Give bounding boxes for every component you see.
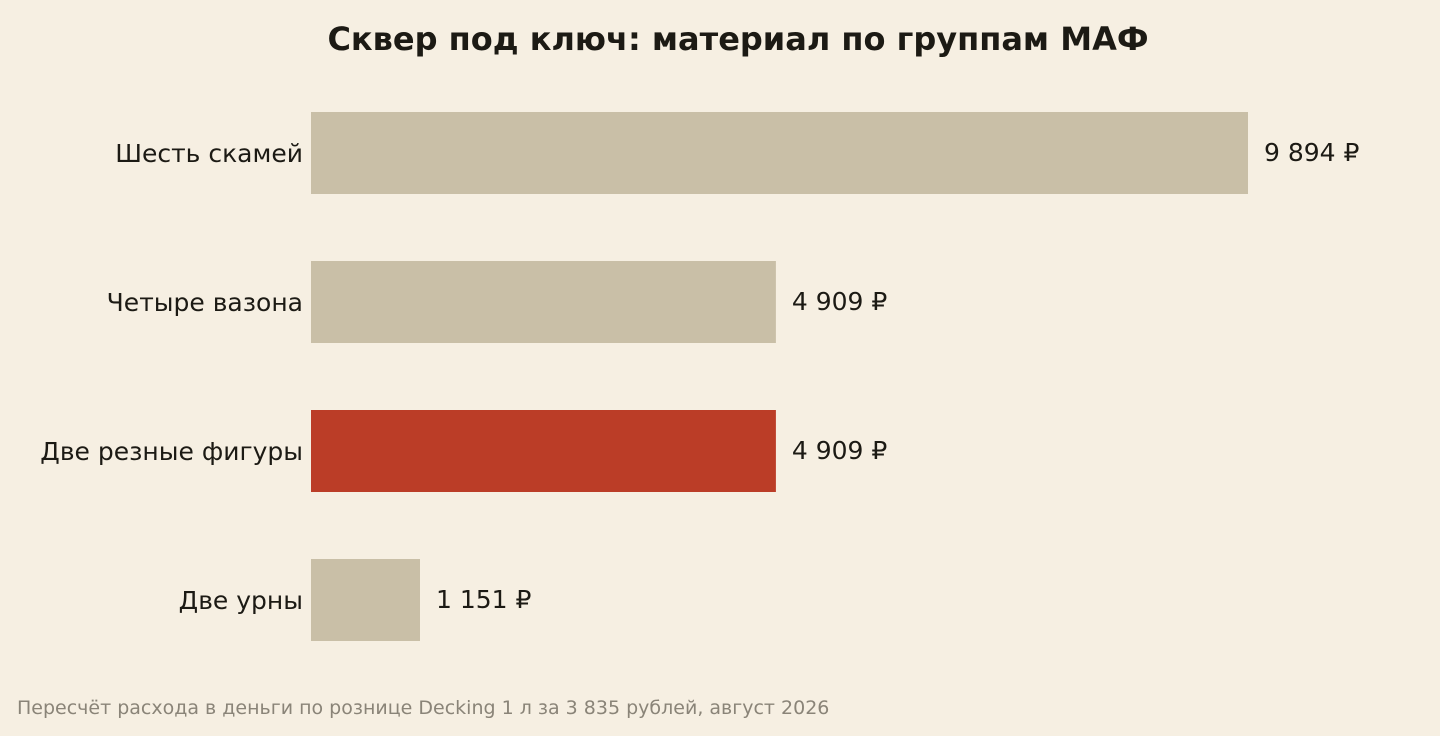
category-label: Шесть скамей — [115, 139, 303, 168]
category-label: Две урны — [179, 586, 303, 615]
chart-title: Сквер под ключ: материал по группам МАФ — [327, 20, 1148, 58]
value-label: 4 909 ₽ — [792, 287, 888, 316]
value-label: 9 894 ₽ — [1264, 138, 1360, 167]
bar — [311, 112, 1248, 194]
category-label: Четыре вазона — [107, 288, 303, 317]
bars-group: Шесть скамей 9 894 ₽ Четыре вазона 4 909 ₽ Д… — [40, 112, 1360, 641]
value-label: 4 909 ₽ — [792, 436, 888, 465]
bar-highlighted — [311, 410, 776, 492]
value-label: 1 151 ₽ — [436, 585, 532, 614]
footnote: Пересчёт расхода в деньги по рознице Dec… — [17, 697, 829, 719]
bar — [311, 261, 776, 343]
bar — [311, 559, 421, 641]
category-label: Две резные фигуры — [40, 437, 303, 466]
